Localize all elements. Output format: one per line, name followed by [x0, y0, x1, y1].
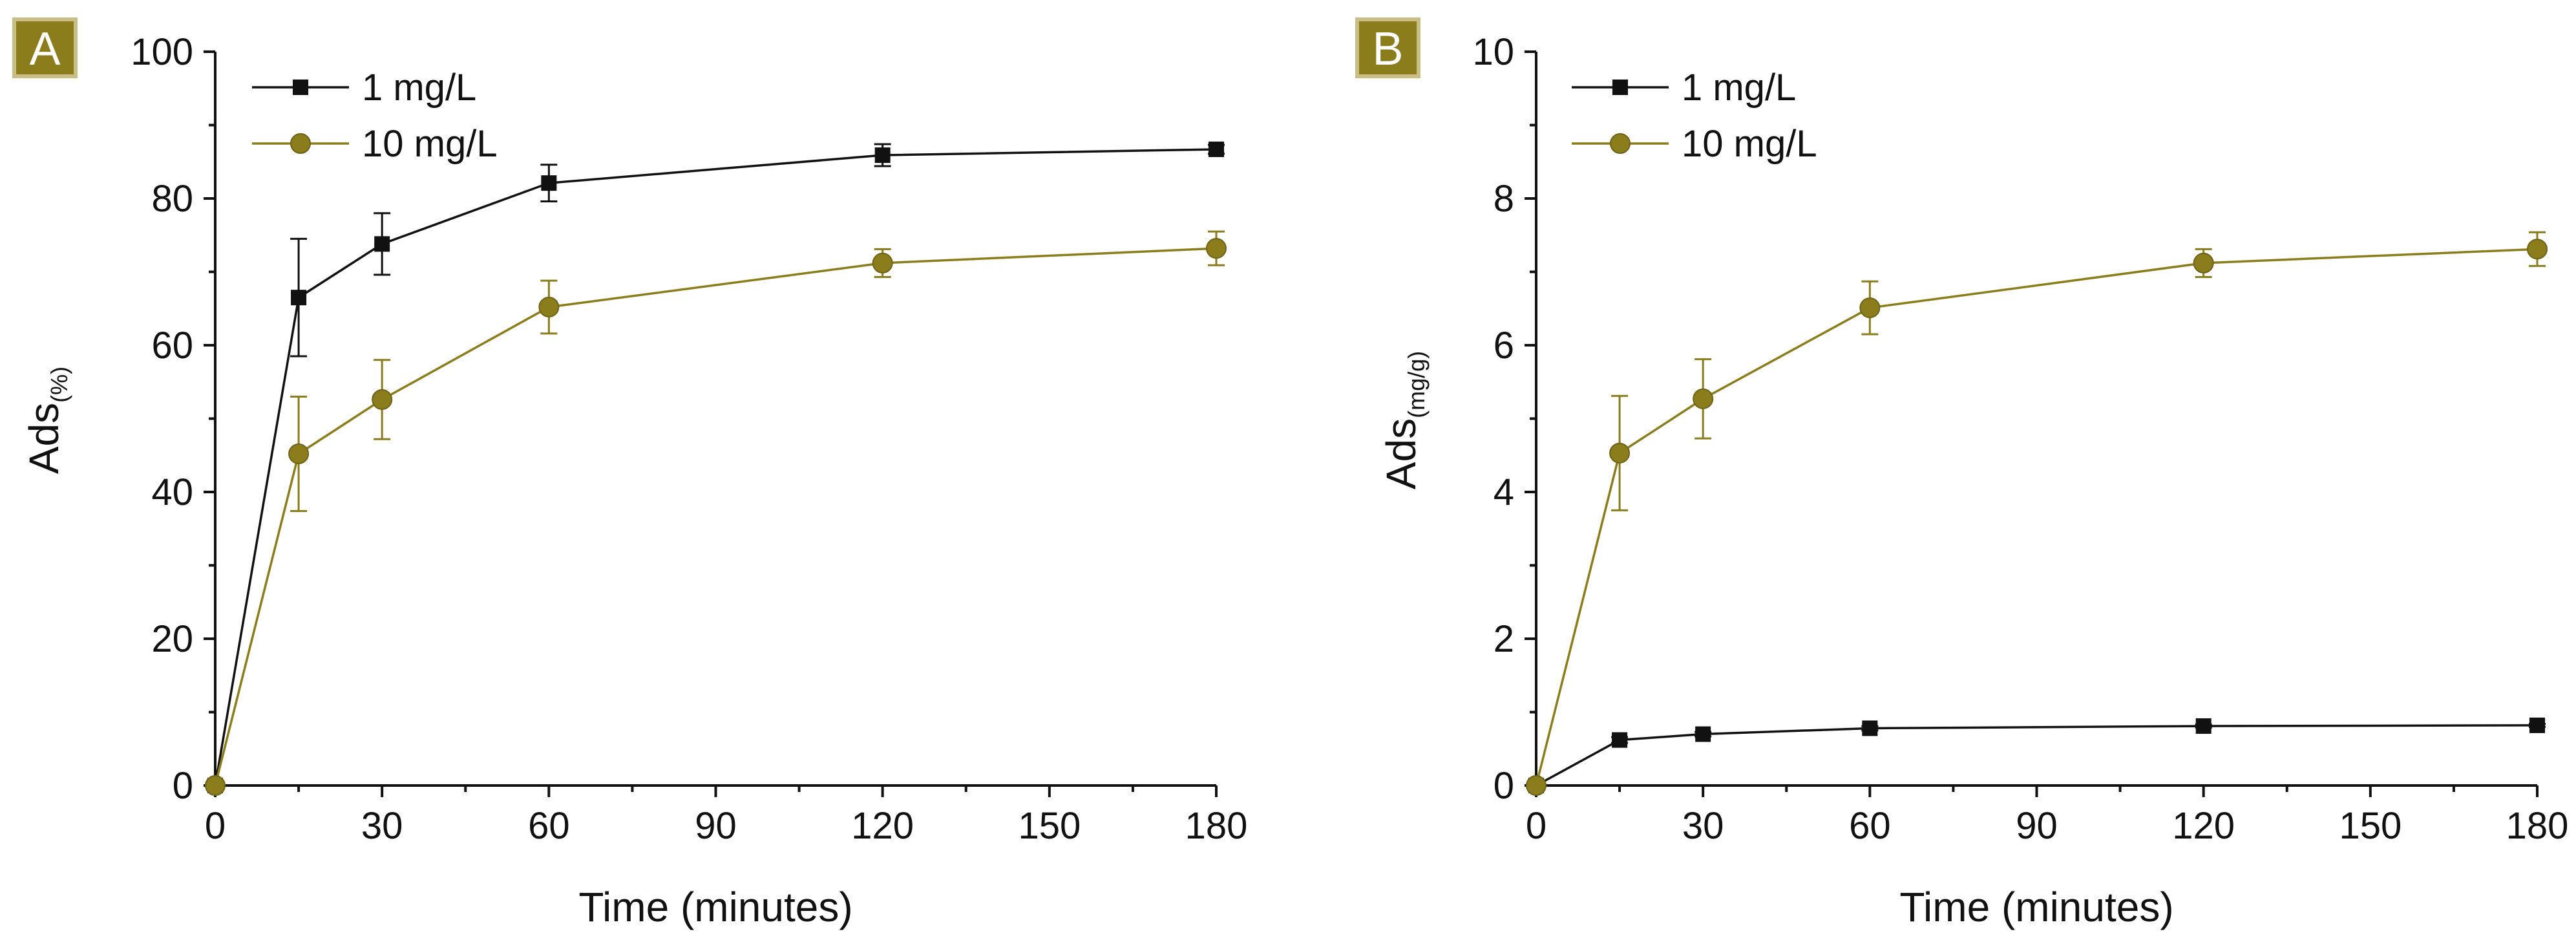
x-tick-label: 180	[1185, 805, 1248, 847]
panel-letter-badge	[1355, 17, 1420, 78]
legend-marker-square	[1612, 80, 1628, 95]
data-point-circle	[538, 296, 560, 317]
x-tick-label: 30	[1682, 805, 1724, 847]
data-point-square	[1862, 720, 1878, 736]
x-tick-label: 180	[2506, 805, 2569, 847]
data-point-circle	[2527, 239, 2548, 260]
legend-label: 1 mg/L	[1682, 67, 1796, 109]
legend-marker-square	[293, 80, 308, 95]
x-tick-label: 0	[1526, 805, 1547, 847]
data-point-circle	[872, 252, 893, 273]
data-point-circle	[1609, 442, 1631, 464]
y-tick-label: 0	[1494, 765, 1514, 807]
y-tick-label: 4	[1494, 471, 1514, 513]
series-line	[1535, 248, 2538, 786]
data-point-circle	[205, 775, 226, 796]
series-line	[1536, 724, 2538, 787]
y-tick-label: 10	[1472, 31, 1514, 73]
x-tick-label: 60	[528, 805, 570, 847]
y-axis-title: Ads(%)	[21, 367, 72, 474]
data-point-square	[1209, 141, 1224, 157]
y-tick-label: 40	[151, 471, 193, 513]
y-axis-title-subscript: (%)	[46, 367, 72, 403]
legend-label: 10 mg/L	[362, 123, 498, 165]
data-point-square	[2195, 718, 2212, 734]
data-point-circle	[1693, 388, 1714, 409]
x-tick-label: 0	[205, 805, 226, 847]
y-axis-title-main: Ads	[1378, 418, 1424, 489]
legend-label: 10 mg/L	[1682, 123, 1817, 165]
data-point-circle	[288, 443, 310, 464]
data-point-square	[1612, 732, 1628, 748]
series-0	[1528, 717, 2546, 793]
y-tick-label: 2	[1494, 618, 1514, 660]
series-line	[214, 148, 1217, 786]
panel-letter-badge	[12, 17, 78, 78]
series-line	[214, 247, 1217, 786]
y-axis-title: Ads(mg/g)	[1378, 351, 1430, 489]
data-point-square	[291, 290, 307, 306]
data-point-square	[541, 175, 557, 191]
data-point-circle	[372, 389, 393, 410]
data-point-circle	[1206, 238, 1227, 259]
data-point-square	[1695, 726, 1711, 742]
y-axis-title-subscript: (mg/g)	[1403, 351, 1430, 418]
panel-letter: B	[1372, 23, 1403, 75]
panel-a: A 0 20 40 60 80 100 0 30 60 90 120 150 180 Time (minut…	[12, 17, 1248, 930]
legend-marker-circle	[290, 133, 311, 154]
x-tick-label: 120	[2172, 805, 2235, 847]
legend-marker-circle	[1610, 133, 1631, 154]
x-axis-title: Time (minutes)	[578, 884, 852, 930]
panel-letter: A	[29, 23, 60, 75]
series-1	[205, 230, 1227, 796]
data-point-square	[874, 147, 891, 164]
y-tick-label: 0	[173, 765, 193, 807]
series-0	[207, 141, 1225, 793]
y-tick-label: 20	[151, 618, 193, 660]
data-point-circle	[2193, 252, 2214, 273]
series-1	[1526, 231, 2548, 796]
y-tick-label: 60	[151, 325, 193, 367]
y-tick-label: 100	[131, 31, 193, 73]
legend-label: 1 mg/L	[362, 67, 476, 109]
x-tick-label: 90	[695, 805, 737, 847]
x-tick-label: 60	[1849, 805, 1891, 847]
data-point-square	[374, 236, 390, 252]
panel-b: B 0 2 4 6 8 10 0 30 60 90 120 150 180 Time (minutes) Ad…	[1355, 17, 2569, 930]
x-tick-label: 90	[2016, 805, 2058, 847]
y-tick-label: 80	[151, 178, 193, 220]
x-tick-label: 120	[851, 805, 914, 847]
data-point-square	[2529, 717, 2545, 733]
y-tick-label: 6	[1494, 325, 1514, 367]
x-tick-label: 150	[1018, 805, 1081, 847]
y-tick-label: 8	[1494, 178, 1514, 220]
x-tick-label: 30	[361, 805, 403, 847]
x-tick-label: 150	[2339, 805, 2402, 847]
data-point-circle	[1859, 297, 1881, 319]
y-axis-title-main: Ads	[21, 403, 67, 474]
x-axis-title: Time (minutes)	[1899, 884, 2173, 930]
data-point-circle	[1526, 775, 1547, 796]
